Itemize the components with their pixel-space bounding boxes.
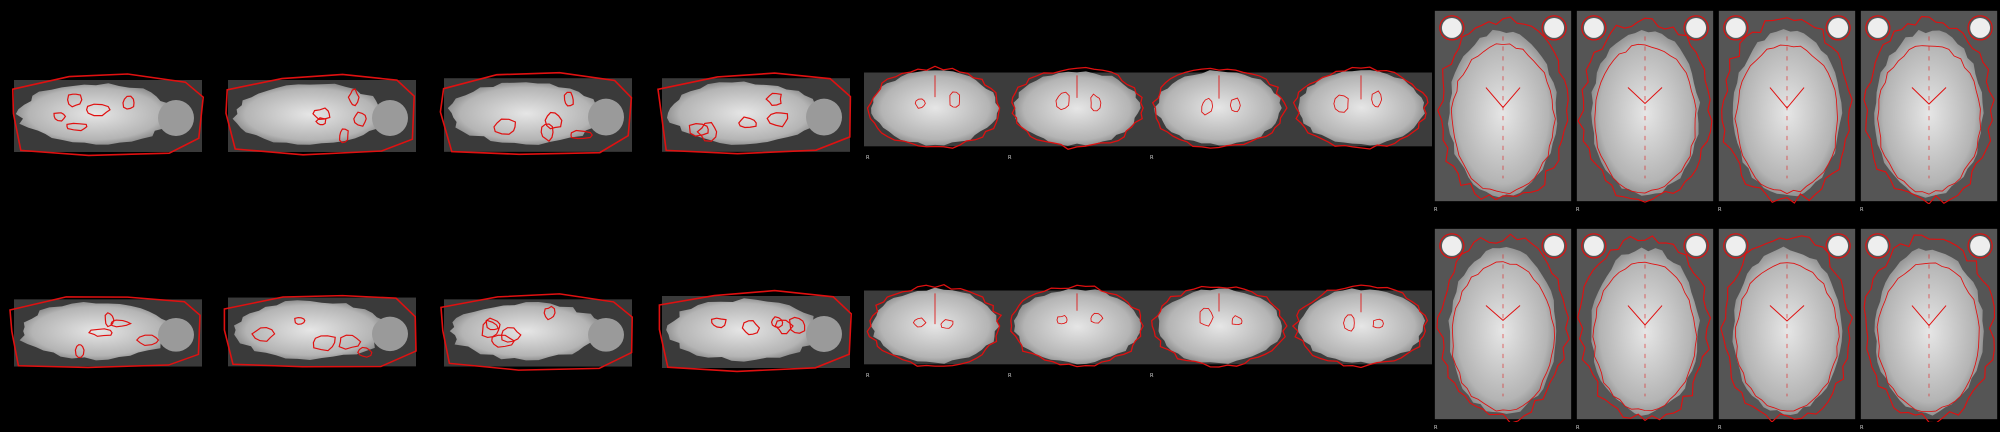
orientation-label: R bbox=[1576, 425, 1580, 431]
coronal-slice bbox=[1148, 282, 1290, 370]
sagittal-slice bbox=[656, 68, 856, 160]
sagittal-slice bbox=[222, 288, 422, 374]
axial-slice bbox=[1716, 226, 1858, 422]
axial-slice bbox=[1716, 8, 1858, 204]
coronal-slice bbox=[1148, 64, 1290, 152]
orientation-label: R bbox=[1150, 155, 1154, 161]
orientation-label: R bbox=[1860, 425, 1864, 431]
coronal-slice bbox=[1290, 64, 1432, 152]
coronal-slice bbox=[864, 282, 1006, 370]
orientation-label: R bbox=[866, 155, 870, 161]
coronal-slice bbox=[1290, 282, 1432, 370]
axial-slice bbox=[1574, 8, 1716, 204]
orientation-label: R bbox=[1860, 207, 1864, 213]
orientation-label: R bbox=[1150, 373, 1154, 379]
orientation-label: R bbox=[1008, 373, 1012, 379]
axial-slice bbox=[1432, 8, 1574, 204]
axial-slice bbox=[1432, 226, 1574, 422]
orientation-label: R bbox=[1008, 155, 1012, 161]
coronal-slice bbox=[1006, 64, 1148, 152]
axial-slice bbox=[1574, 226, 1716, 422]
coronal-slice bbox=[1006, 282, 1148, 370]
orientation-label: R bbox=[1434, 425, 1438, 431]
orientation-label: R bbox=[1434, 207, 1438, 213]
sagittal-slice bbox=[656, 286, 856, 376]
sagittal-slice bbox=[222, 70, 422, 160]
axial-slice bbox=[1858, 8, 2000, 204]
sagittal-slice bbox=[8, 290, 208, 374]
axial-slice bbox=[1858, 226, 2000, 422]
sagittal-slice bbox=[8, 70, 208, 160]
orientation-label: R bbox=[1718, 207, 1722, 213]
coronal-slice bbox=[864, 64, 1006, 152]
sagittal-slice bbox=[438, 290, 638, 374]
orientation-label: R bbox=[1576, 207, 1580, 213]
sagittal-slice bbox=[438, 68, 638, 160]
orientation-label: R bbox=[1718, 425, 1722, 431]
orientation-label: R bbox=[866, 373, 870, 379]
